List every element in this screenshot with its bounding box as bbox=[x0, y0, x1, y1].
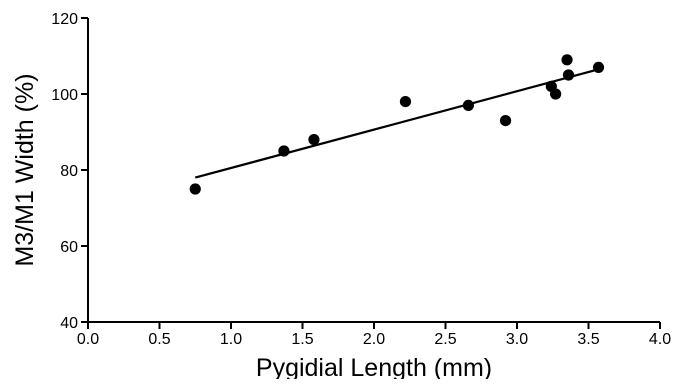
y-tick-label: 120 bbox=[51, 11, 78, 28]
trendline-group bbox=[194, 68, 599, 179]
x-tick-label: 0.0 bbox=[77, 331, 99, 348]
x-tick-label: 0.5 bbox=[148, 331, 170, 348]
data-point bbox=[499, 115, 512, 127]
data-point bbox=[189, 183, 201, 195]
data-points bbox=[189, 54, 605, 195]
data-point bbox=[550, 88, 562, 100]
x-tick-label: 3.5 bbox=[577, 331, 599, 348]
data-point bbox=[561, 54, 573, 66]
data-point bbox=[592, 61, 605, 73]
y-axis-title: M3/M1 Width (%) bbox=[11, 73, 39, 266]
data-point bbox=[562, 69, 575, 81]
y-tick-label: 60 bbox=[60, 239, 78, 256]
data-point bbox=[399, 96, 412, 108]
ticks: 0.0 0.5 1.0 1.5 2.0 2.5 3.0 3.5 4.0 40 60 80 100 120 bbox=[51, 11, 671, 348]
x-tick-label: 4.0 bbox=[649, 331, 671, 348]
x-tick-label: 1.0 bbox=[220, 331, 242, 348]
x-tick-label: 2.0 bbox=[363, 331, 385, 348]
y-tick-label: 80 bbox=[60, 163, 78, 180]
y-tick-label: 40 bbox=[60, 315, 78, 332]
trendline bbox=[194, 68, 599, 179]
data-point bbox=[462, 99, 474, 111]
y-tick-label: 100 bbox=[51, 87, 78, 104]
x-tick-label: 3.0 bbox=[506, 331, 528, 348]
x-axis-title: Pygidial Length (mm) bbox=[256, 354, 492, 379]
x-tick-label: 2.5 bbox=[434, 331, 456, 348]
x-tick-label: 1.5 bbox=[291, 331, 313, 348]
data-point bbox=[308, 134, 320, 146]
axes bbox=[87, 18, 660, 323]
data-point bbox=[278, 145, 290, 157]
